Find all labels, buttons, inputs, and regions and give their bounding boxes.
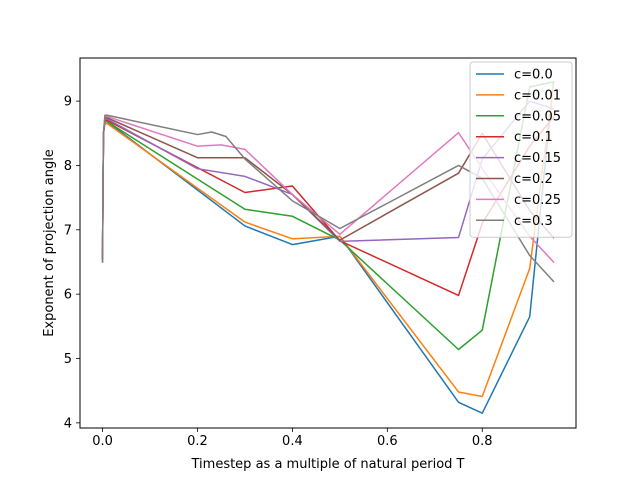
x-axis: 0.0 0.2 0.4 0.6 0.8	[92, 428, 493, 449]
legend-label: c=0.1	[514, 130, 553, 145]
legend-label: c=0.15	[514, 151, 561, 166]
y-tick-label: 9	[64, 95, 72, 110]
y-tick-label: 7	[64, 223, 72, 238]
legend-label: c=0.05	[514, 109, 561, 124]
y-tick-label: 4	[64, 416, 72, 431]
x-tick-label: 0.8	[472, 434, 493, 449]
legend-label: c=0.01	[514, 88, 561, 103]
legend-frame	[469, 61, 573, 238]
x-tick-label: 0.4	[282, 434, 303, 449]
legend: c=0.0 c=0.01 c=0.05 c=0.1 c=0.15 c=0.2 c=0.25 c…	[469, 61, 573, 238]
legend-label: c=0.2	[514, 172, 553, 187]
y-tick-label: 8	[64, 159, 72, 174]
legend-label: c=0.3	[514, 214, 553, 229]
x-tick-label: 0.6	[377, 434, 398, 449]
legend-label: c=0.0	[514, 68, 553, 83]
plot-area-frame	[79, 57, 577, 429]
y-axis-label: Exponent of projection angle	[42, 149, 57, 337]
y-tick-label: 6	[64, 288, 72, 303]
y-tick-label: 5	[64, 352, 72, 367]
legend-label: c=0.25	[514, 193, 561, 208]
y-axis: 4 5 6 7 8 9	[64, 95, 80, 431]
x-tick-label: 0.0	[92, 434, 113, 449]
x-axis-label: Timestep as a multiple of natural period…	[191, 457, 465, 472]
x-tick-label: 0.2	[187, 434, 208, 449]
